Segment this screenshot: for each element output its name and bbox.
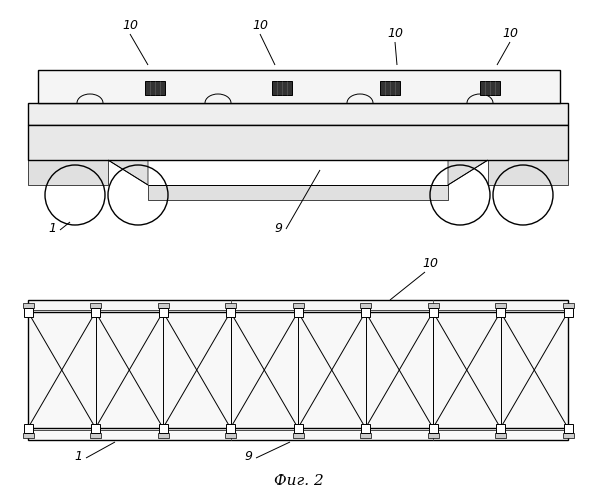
Bar	[23, 302, 33, 308]
Bar	[488, 160, 568, 185]
Text: 10: 10	[387, 27, 403, 40]
Bar	[158, 424, 167, 432]
Bar	[294, 308, 303, 316]
Text: 10: 10	[252, 19, 268, 32]
Text: 9: 9	[244, 450, 252, 463]
Bar	[226, 424, 235, 432]
Bar	[28, 125, 568, 160]
Text: 9: 9	[274, 222, 282, 235]
Bar	[28, 160, 108, 185]
Bar	[272, 81, 292, 95]
Bar	[360, 302, 371, 308]
Bar	[157, 302, 169, 308]
Text: Фиг. 2: Фиг. 2	[274, 474, 324, 488]
Bar	[380, 81, 400, 95]
Polygon shape	[108, 160, 148, 185]
Bar	[292, 302, 304, 308]
Bar	[148, 185, 448, 200]
Bar	[90, 302, 101, 308]
Bar	[428, 432, 438, 438]
Bar	[158, 308, 167, 316]
Bar	[23, 308, 32, 316]
Text: 10: 10	[122, 19, 138, 32]
Bar	[480, 81, 500, 95]
Bar	[23, 432, 33, 438]
Bar	[225, 432, 236, 438]
Polygon shape	[448, 160, 488, 185]
Text: 1: 1	[74, 450, 82, 463]
Bar	[28, 103, 568, 125]
Bar	[429, 308, 438, 316]
Bar	[429, 424, 438, 432]
Bar	[563, 308, 572, 316]
Bar	[428, 302, 438, 308]
Bar	[360, 432, 371, 438]
Bar	[294, 424, 303, 432]
Bar	[563, 432, 573, 438]
Bar	[90, 432, 101, 438]
Bar	[91, 308, 100, 316]
Bar	[495, 302, 506, 308]
Bar	[496, 308, 505, 316]
Bar	[91, 424, 100, 432]
Bar	[495, 432, 506, 438]
Bar	[38, 70, 560, 103]
Text: 1: 1	[48, 222, 56, 235]
Bar	[225, 302, 236, 308]
Bar	[563, 424, 572, 432]
Bar	[157, 432, 169, 438]
Bar	[145, 81, 165, 95]
Bar	[28, 300, 568, 440]
Bar	[361, 424, 370, 432]
Text: 10: 10	[422, 257, 438, 270]
Bar	[292, 432, 304, 438]
Bar	[563, 302, 573, 308]
Text: 10: 10	[502, 27, 518, 40]
Bar	[496, 424, 505, 432]
Bar	[23, 424, 32, 432]
Bar	[226, 308, 235, 316]
Bar	[361, 308, 370, 316]
